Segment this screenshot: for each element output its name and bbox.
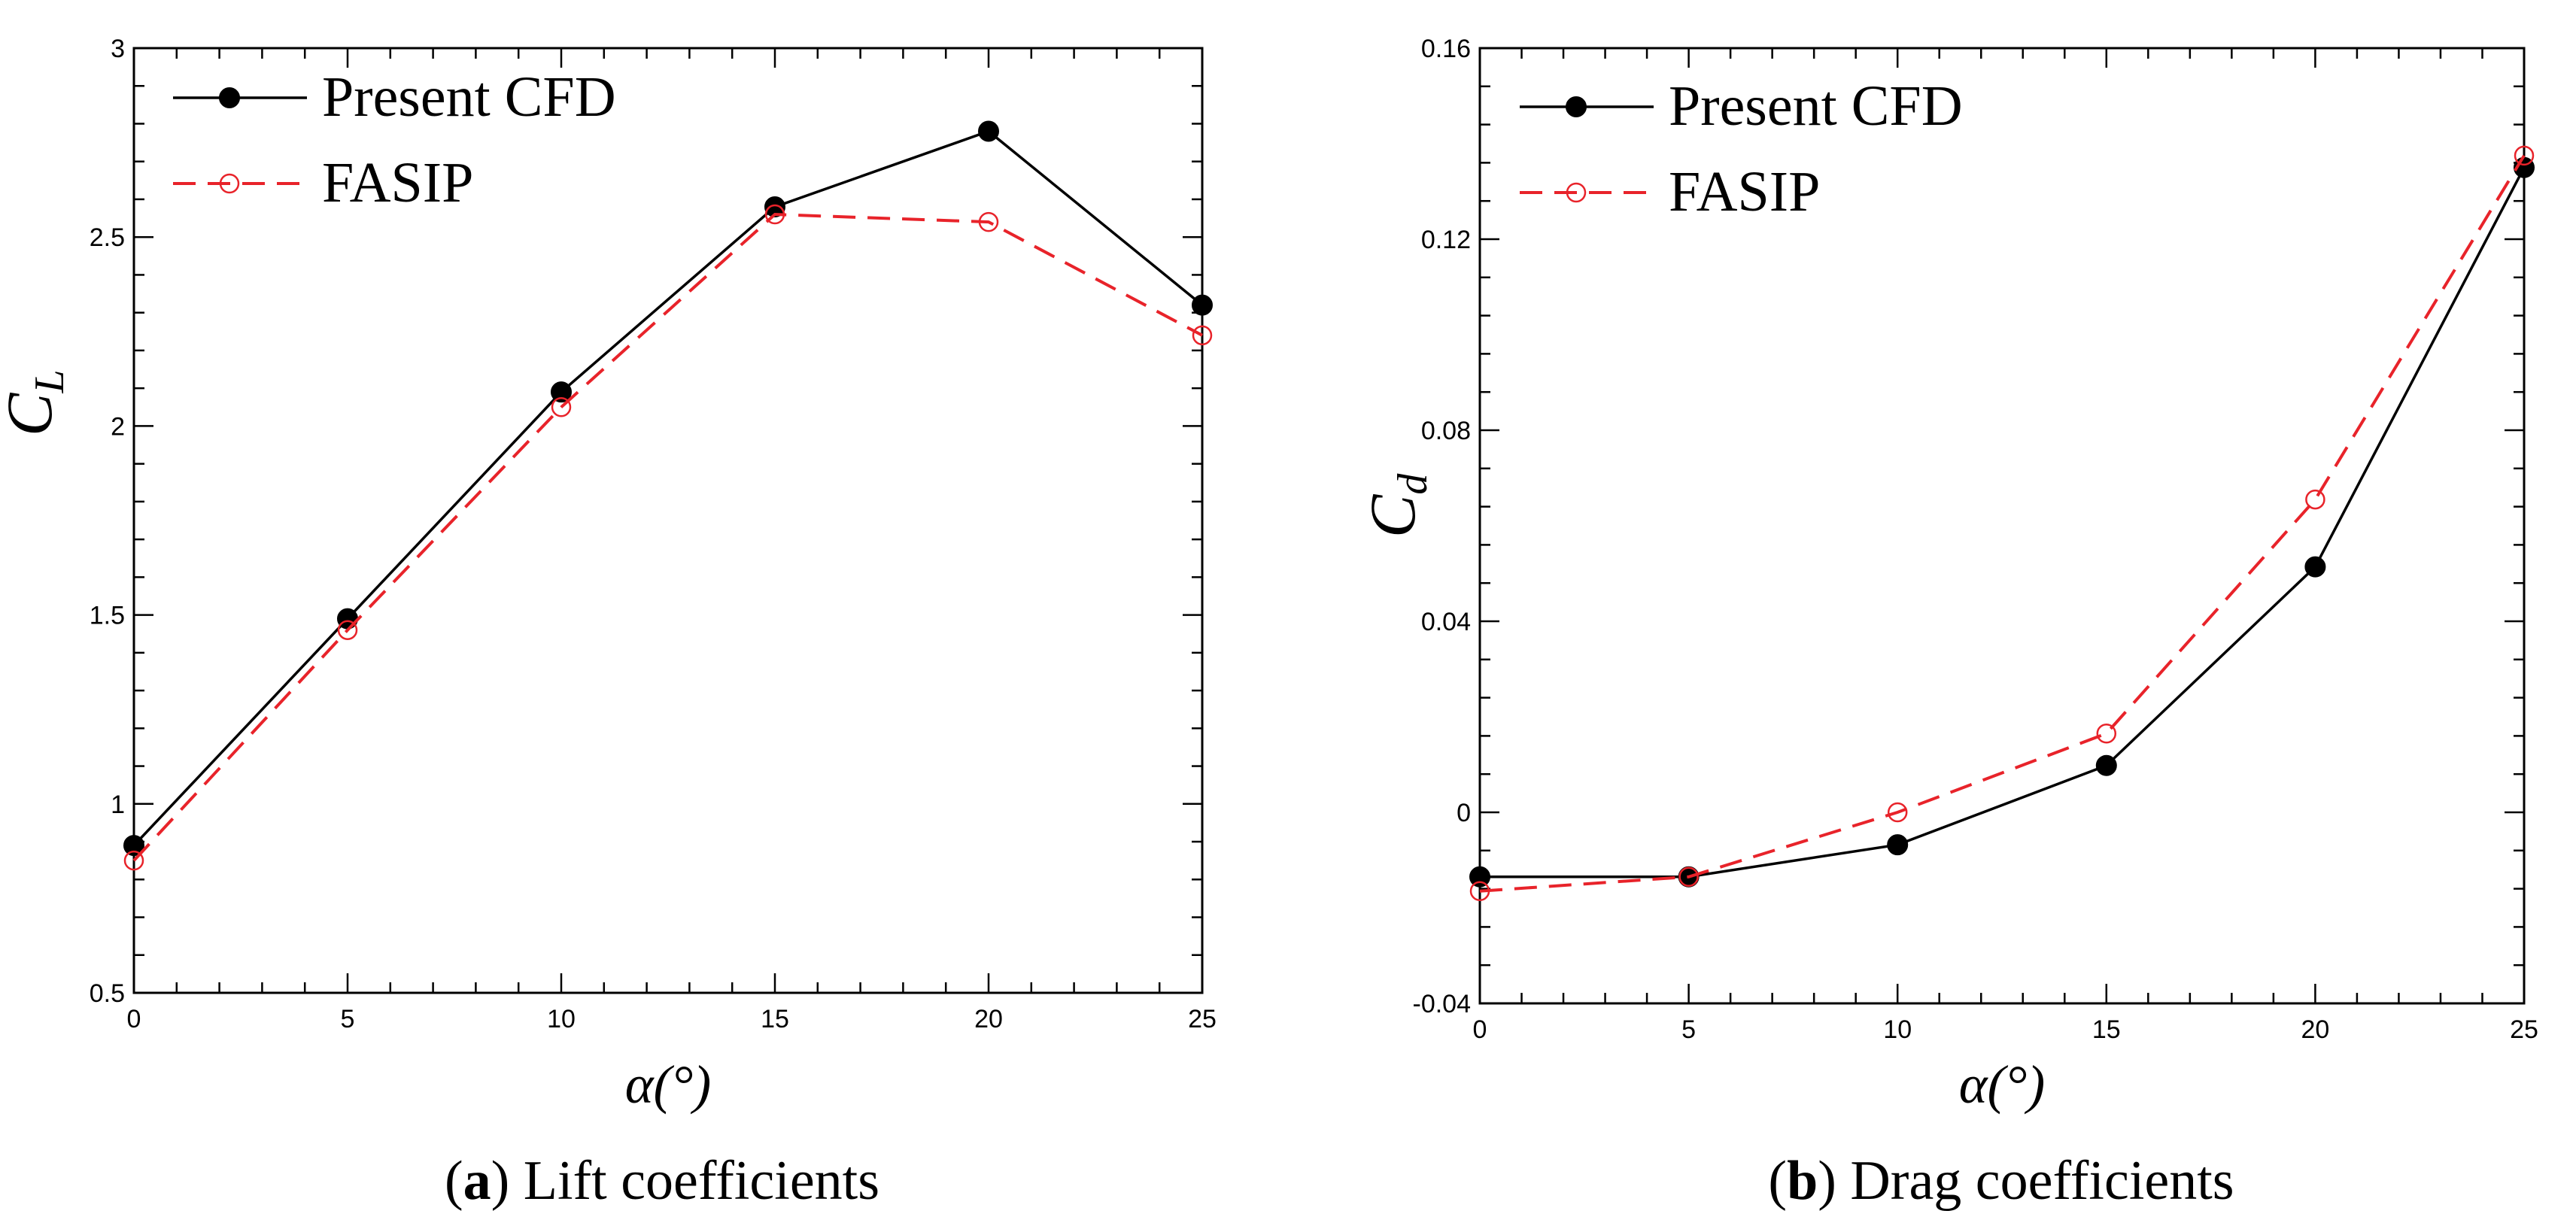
chart1-y-tick-label: 1: [111, 791, 125, 819]
chart1-series-1-point: [764, 196, 785, 218]
chart1-x-tick-label: 5: [341, 1005, 355, 1033]
chart1-x-tick-label: 0: [127, 1005, 141, 1033]
chart2-caption: (b) Drag coefficients: [1768, 1150, 2234, 1212]
chart1-y-tick-label: 0.5: [90, 979, 125, 1008]
chart1-y-tick-label: 1.5: [90, 602, 125, 630]
chart2-x-tick-label: 25: [2510, 1015, 2538, 1044]
chart2-legend-swatch-marker: [1566, 182, 1587, 203]
drag-coefficient-chart: 0 5 10 15 20 25-0.0400.040.080.120.16Present …: [1356, 35, 2538, 1212]
chart2-x-tick-label: 10: [1883, 1015, 1912, 1044]
chart1-series-1-line: [132, 129, 1204, 847]
chart2-x-axis-title: α(°): [1959, 1055, 2046, 1115]
chart2-x-tick-label: 5: [1681, 1015, 1696, 1044]
chart1-series-1-point: [123, 835, 144, 857]
chart1-series-2-point: [1192, 325, 1213, 346]
chart2-x-tick-label: 20: [2301, 1015, 2329, 1044]
chart2-x-tick-label: 0: [1473, 1015, 1487, 1044]
chart2-series-1-point: [2304, 556, 2326, 578]
lift-coefficient-chart: 0 5 10 15 20 25 0.5 1 1.5 2 2.5 3 Present CFD FASIP CL…: [0, 35, 1217, 1212]
chart1-x-tick-label: 10: [547, 1005, 576, 1033]
chart1-series-2-line: [132, 213, 1203, 862]
chart1-x-tick-label: 20: [974, 1005, 1003, 1033]
chart2-legend-label: FASIP: [1669, 160, 1820, 223]
chart2-x-tick-label: 15: [2092, 1015, 2121, 1044]
chart2-series-1-line: [1480, 166, 2526, 879]
chart1-series-2-point: [764, 204, 785, 225]
chart2-y-tick-label: 0: [1457, 799, 1471, 827]
chart1-series-2-point: [978, 211, 999, 232]
chart1-series-2-point: [551, 397, 572, 417]
chart1-caption: (a) Lift coefficients: [445, 1150, 879, 1212]
chart1-legend-swatch-marker: [219, 87, 240, 108]
chart2-series-2-point: [2514, 145, 2535, 166]
chart2-series-1-point: [1887, 834, 1909, 856]
chart1-series-1-point: [551, 381, 572, 403]
chart1-y-tick-label: 2: [111, 412, 125, 441]
chart1-legend-label: FASIP: [322, 151, 473, 214]
chart2-y-tick-label: 0.08: [1421, 417, 1471, 445]
chart1-y-tick-label: 2.5: [90, 223, 125, 252]
chart2-legend-swatch-marker: [1566, 96, 1587, 117]
chart2-series-2-point: [1678, 866, 1699, 887]
chart1-plot-frame: [132, 47, 1204, 994]
chart2-y-tick-label: -0.04: [1413, 990, 1472, 1018]
chart1-series-2-point: [123, 850, 144, 871]
chart1-y-tick-label: 3: [111, 35, 125, 63]
chart1-legend-label: Present CFD: [322, 65, 616, 129]
chart2-y-tick-label: 0.12: [1421, 226, 1471, 254]
chart2-series-2-point: [1887, 802, 1908, 823]
chart2-y-tick-label: 0.16: [1421, 35, 1471, 63]
chart2-plot-frame: [1478, 47, 2526, 1005]
chart2-y-tick-label: 0.04: [1421, 608, 1471, 636]
chart1-x-axis-title: α(°): [625, 1055, 712, 1115]
chart2-series-2-line: [1479, 154, 2526, 893]
chart1-x-tick-label: 25: [1188, 1005, 1217, 1033]
chart2-y-axis-title: Cd: [1356, 473, 1436, 538]
chart1-series-1-point: [1192, 294, 1213, 316]
chart1-series-1-point: [978, 120, 999, 142]
chart1-series-2-point: [337, 620, 358, 640]
chart2-series-2-point: [1469, 881, 1490, 902]
chart2-series-1-point: [1469, 866, 1490, 888]
chart2-series-2-point: [2096, 723, 2117, 744]
chart2-series-1-point: [2095, 754, 2117, 776]
chart1-legend-swatch-marker: [219, 173, 240, 194]
chart2-series-2-point: [2305, 489, 2325, 510]
chart1-y-axis-title: CL: [0, 369, 73, 436]
chart2-legend-label: Present CFD: [1669, 74, 1963, 138]
chart1-x-tick-label: 15: [761, 1005, 789, 1033]
